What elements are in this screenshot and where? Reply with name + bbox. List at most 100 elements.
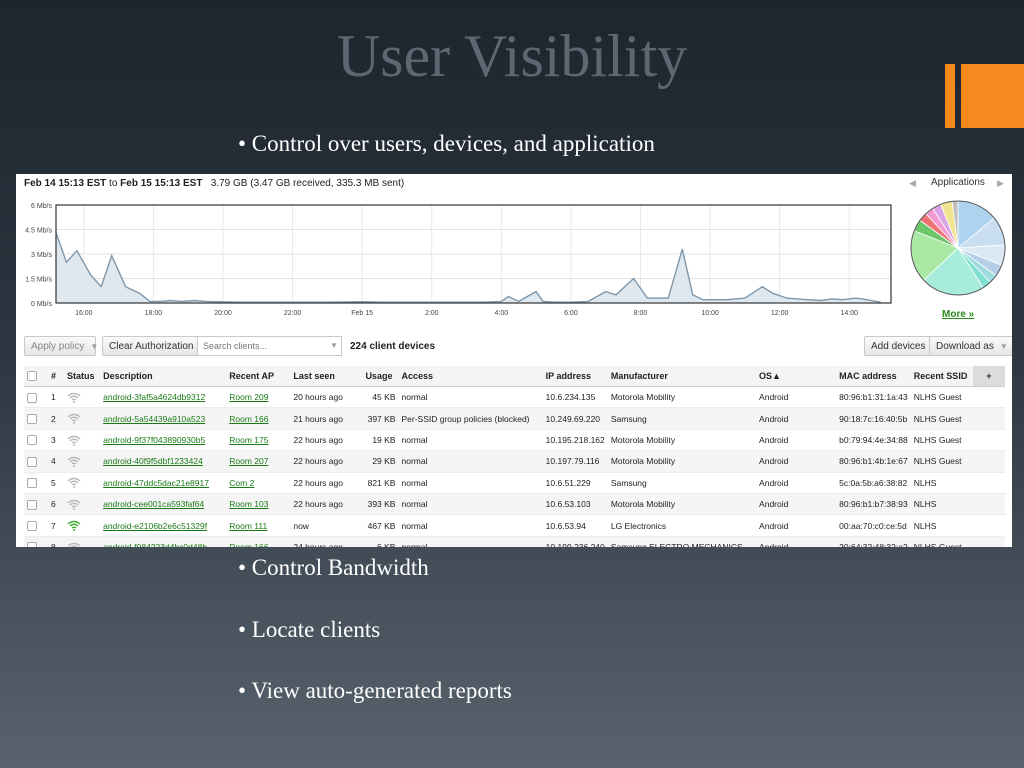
- cell-ap[interactable]: Room 207: [229, 456, 269, 467]
- col-number[interactable]: #: [48, 366, 65, 387]
- table-cell: Android: [756, 450, 837, 473]
- col-recent-ap[interactable]: Recent AP: [226, 366, 291, 387]
- cell-ap[interactable]: Room 209: [229, 392, 269, 403]
- table-cell: Motorola Mobility: [607, 429, 757, 452]
- col-status[interactable]: Status: [64, 366, 101, 387]
- cell-mac: 20:64:32:48:32:a2: [839, 541, 908, 547]
- table-cell: b0:79:94:4e:34:88: [836, 429, 911, 452]
- cell-access: normal: [401, 392, 428, 403]
- row-checkbox[interactable]: [24, 407, 49, 430]
- table-cell: 10.249.69.220: [542, 407, 608, 430]
- chevron-down-icon[interactable]: ▼: [330, 341, 338, 350]
- toolbar: Apply policy ▼ Clear Authorization ▼ 224 …: [24, 336, 1012, 358]
- table-row[interactable]: 2 android-5a54439a910a523 Room 166 21 hours…: [24, 407, 1005, 430]
- chevron-right-icon[interactable]: ▶: [997, 178, 1004, 188]
- cell-desc[interactable]: android-3faf5a4624db9312: [103, 392, 206, 403]
- table-row[interactable]: 8 android-f084223d4bc0d48b Room 166 24 hour…: [24, 536, 1005, 547]
- cell-mfr: Samsung: [610, 413, 647, 424]
- table-row[interactable]: 1 android-3faf5a4624db9312 Room 209 20 hour…: [24, 386, 1005, 409]
- cell-ap[interactable]: Com 2: [229, 477, 255, 488]
- col-ip-address[interactable]: IP address: [542, 366, 608, 387]
- table-cell: 21 hours ago: [290, 407, 363, 430]
- col-description[interactable]: Description: [100, 366, 227, 387]
- more-applications-link[interactable]: More »: [942, 309, 975, 320]
- table-cell: now: [290, 514, 363, 537]
- cell-mfr: Motorola Mobility: [610, 456, 676, 467]
- table-row[interactable]: 3 android-9f37f043890930b5 Room 175 22 hour…: [24, 429, 1005, 452]
- row-checkbox[interactable]: [24, 472, 49, 494]
- table-cell: Com 2: [226, 472, 291, 494]
- cell-desc[interactable]: android-9f37f043890930b5: [103, 434, 206, 445]
- cell-desc[interactable]: android-e2106b2e6c51329f: [103, 520, 208, 531]
- table-cell: 1: [48, 386, 65, 409]
- table-cell: [972, 386, 1005, 409]
- table-cell: 10.6.53.94: [542, 514, 608, 537]
- table-cell: Samsung: [607, 472, 757, 494]
- col-os[interactable]: OS▲: [756, 366, 837, 387]
- table-cell: Android: [756, 536, 837, 547]
- table-cell: 10.195.218.162: [542, 429, 608, 452]
- add-devices-button[interactable]: Add devices: [864, 336, 933, 356]
- clear-authorization-button[interactable]: Clear Authorization: [102, 336, 201, 356]
- table-cell: normal: [398, 536, 543, 547]
- chevron-left-icon[interactable]: ◀: [909, 178, 916, 188]
- table-row[interactable]: 6 android-cee001ca593faf64 Room 103 22 hour…: [24, 493, 1005, 516]
- cell-n: 1: [51, 392, 56, 403]
- add-column-button[interactable]: +: [972, 366, 1005, 387]
- table-row[interactable]: 5 android-47ddc5dac21e8917 Com 2 22 hours a…: [24, 472, 1005, 494]
- table-cell: Android: [756, 493, 837, 516]
- col-usage[interactable]: Usage: [362, 366, 399, 387]
- col-last-seen[interactable]: Last seen: [290, 366, 363, 387]
- download-as-label: Download as: [936, 341, 994, 352]
- table-cell: 393 KB: [362, 493, 399, 516]
- x-tick-label: 2:00: [425, 310, 439, 317]
- table-header-row: # Status Description Recent AP Last seen…: [24, 366, 1005, 387]
- chart-frame: [55, 204, 892, 304]
- col-mac-address[interactable]: MAC address: [836, 366, 911, 387]
- table-row[interactable]: 7 android-e2106b2e6c51329f Room 111 now 467 …: [24, 514, 1005, 537]
- table-cell: Android: [756, 472, 837, 494]
- chevron-down-icon: ▼: [999, 342, 1008, 351]
- row-checkbox[interactable]: [24, 493, 49, 516]
- cell-ap[interactable]: Room 166: [229, 413, 269, 424]
- col-manufacturer[interactable]: Manufacturer: [607, 366, 757, 387]
- x-tick-label: Feb 15: [351, 310, 373, 317]
- apply-policy-button[interactable]: Apply policy ▼: [24, 336, 98, 356]
- cell-desc[interactable]: android-5a54439a910a523: [103, 413, 206, 424]
- cell-ap[interactable]: Room 175: [229, 434, 269, 445]
- table-cell: Room 166: [226, 407, 291, 430]
- wifi-icon: [64, 407, 101, 430]
- client-count: 224 client devices: [350, 341, 436, 352]
- col-recent-ssid[interactable]: Recent SSID: [910, 366, 973, 387]
- cell-seen: now: [293, 520, 309, 531]
- apply-policy-label: Apply policy: [31, 341, 85, 352]
- col-access[interactable]: Access: [398, 366, 543, 387]
- cell-desc[interactable]: android-f084223d4bc0d48b: [103, 541, 208, 547]
- row-checkbox[interactable]: [24, 514, 49, 537]
- cell-ap[interactable]: Room 103: [229, 499, 269, 510]
- row-checkbox[interactable]: [24, 450, 49, 473]
- table-cell: 8: [48, 536, 65, 547]
- cell-desc[interactable]: android-47ddc5dac21e8917: [103, 477, 209, 488]
- row-checkbox[interactable]: [24, 536, 49, 547]
- cell-desc[interactable]: android-cee001ca593faf64: [103, 499, 205, 510]
- x-tick-label: 4:00: [495, 310, 509, 317]
- select-all-checkbox[interactable]: [24, 366, 49, 387]
- cell-ap[interactable]: Room 111: [229, 520, 268, 531]
- row-checkbox[interactable]: [24, 429, 49, 452]
- table-row[interactable]: 4 android-40f9f5dbf1233424 Room 207 22 hour…: [24, 450, 1005, 473]
- cell-ip: 10.6.51.229: [545, 477, 591, 488]
- download-as-button[interactable]: Download as ▼: [929, 336, 1012, 356]
- cell-access: normal: [401, 499, 428, 510]
- table-cell: 3: [48, 429, 65, 452]
- cell-ssid: NLHS: [913, 520, 937, 531]
- cell-os: Android: [759, 520, 789, 531]
- cell-desc[interactable]: android-40f9f5dbf1233424: [103, 456, 203, 467]
- row-checkbox[interactable]: [24, 386, 49, 409]
- search-input[interactable]: [197, 336, 342, 356]
- table-cell: 80:96:b1:31:1a:43: [836, 386, 911, 409]
- cell-mfr: LG Electronics: [610, 520, 667, 531]
- x-tick-label: 20:00: [214, 310, 232, 317]
- cell-ssid: NLHS Guest: [913, 541, 962, 547]
- cell-ap[interactable]: Room 166: [229, 541, 269, 547]
